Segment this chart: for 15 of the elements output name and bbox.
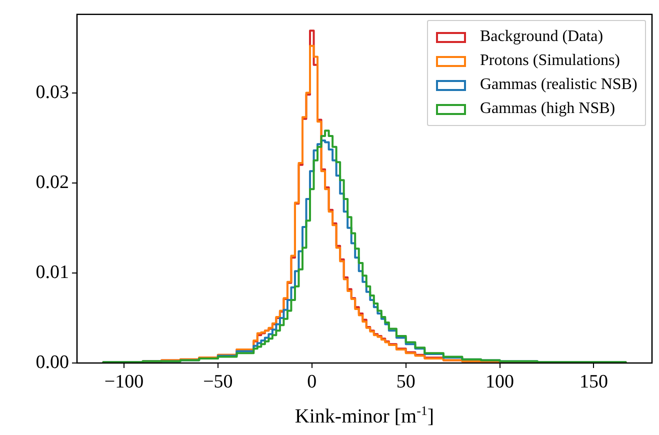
y-tick-label: 0.03: [36, 82, 69, 103]
x-axis-title: Kink-minor [m$^{-1}$]: [294, 403, 434, 429]
y-tick-label: 0.01: [36, 262, 69, 283]
x-tick-label: 100: [486, 371, 514, 392]
legend-label: Gammas (high NSB): [480, 100, 616, 118]
x-tick-label: −100: [104, 371, 144, 392]
y-tick-label: 0.02: [36, 172, 69, 193]
x-tick-label: 150: [580, 371, 608, 392]
x-tick-label: 0: [307, 371, 317, 392]
x-tick-label: −50: [203, 371, 233, 392]
legend-label: Background (Data): [480, 28, 604, 46]
y-tick-label: 0.00: [36, 352, 69, 373]
legend-label: Gammas (realistic NSB): [480, 76, 638, 94]
x-tick-label: 50: [396, 371, 416, 392]
legend-label: Protons (Simulations): [480, 52, 620, 70]
